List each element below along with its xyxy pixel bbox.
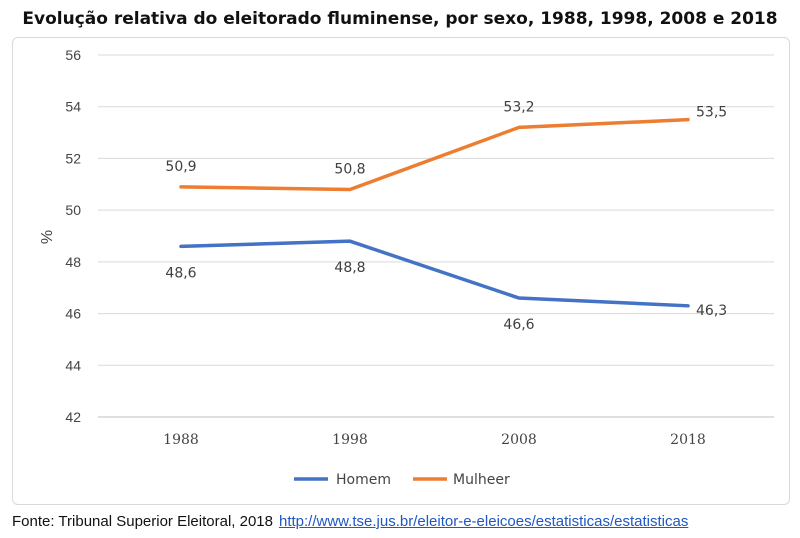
data-label: 48,6 [165, 265, 196, 281]
y-tick-label: 46 [65, 306, 81, 322]
series-line-homem [179, 239, 690, 308]
chart-frame [12, 37, 790, 505]
data-label: 46,6 [503, 317, 534, 333]
y-tick-label: 44 [65, 357, 81, 373]
legend-label: Homem [336, 472, 391, 488]
data-label: 53,2 [503, 99, 534, 115]
source-text: Fonte: Tribunal Superior Eleitoral, 2018 [12, 513, 273, 530]
x-tick-label: 1998 [332, 432, 368, 448]
data-label: 48,8 [334, 260, 365, 276]
data-labels: 48,6 48,8 46,6 46,3 50,9 50,8 53,2 53,5 [165, 99, 727, 333]
source-note: Fonte: Tribunal Superior Eleitoral, 2018… [12, 513, 688, 530]
y-tick-label: 42 [65, 409, 81, 425]
y-tick-label: 56 [65, 47, 81, 63]
data-label: 50,9 [165, 159, 196, 175]
legend-label: Mulheer [453, 472, 510, 488]
data-label: 53,5 [696, 105, 727, 121]
series-lines [179, 117, 690, 308]
source-link[interactable]: http://www.tse.jus.br/eleitor-e-eleicoes… [278, 513, 689, 530]
y-tick-label: 50 [65, 202, 81, 218]
y-tick-label: 52 [65, 150, 81, 166]
series-line-mulheer [179, 117, 690, 192]
x-axis-ticks: 1988 1998 2008 2018 [163, 432, 706, 448]
y-axis-ticks: 42 44 46 48 50 52 54 56 [65, 47, 81, 425]
y-axis-label: % [39, 230, 56, 244]
x-tick-label: 2008 [501, 432, 537, 448]
gridlines [98, 54, 774, 418]
x-tick-label: 2018 [670, 432, 706, 448]
chart-title: Evolução relativa do eleitorado fluminen… [22, 9, 778, 29]
y-tick-label: 54 [65, 99, 81, 115]
y-tick-label: 48 [65, 254, 81, 270]
legend: Homem Mulheer [294, 472, 510, 488]
data-label: 50,8 [334, 161, 365, 177]
x-tick-label: 1988 [163, 432, 199, 448]
data-label: 46,3 [696, 303, 727, 319]
